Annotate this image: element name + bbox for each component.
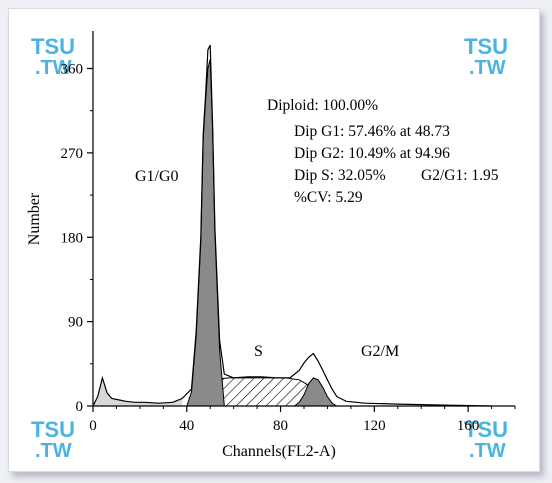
axes: 0 40 80 120 160 0 90 180 270 360 [61, 31, 516, 434]
chart-frame: TSU .TW TSU .TW TSU .TW TSU .TW 0 40 80 120… [8, 8, 540, 472]
watermark-top-left: TSU .TW [31, 34, 75, 79]
annotation-dip-s: Dip S: 32.05% [294, 167, 386, 184]
watermark-line2: .TW [469, 440, 506, 462]
phase-label-s: S [254, 343, 263, 360]
watermark-line1: TSU [464, 34, 508, 59]
watermark-line2: .TW [469, 57, 506, 79]
x-tick-label: 80 [273, 418, 288, 434]
x-tick-label: 0 [89, 418, 97, 434]
annotation-cv: %CV: 5.29 [294, 189, 363, 206]
annotation-g2-g1-ratio: G2/G1: 1.95 [421, 167, 499, 184]
watermark-top-right: TSU .TW [464, 34, 508, 79]
x-axis-title: Channels(FL2-A) [222, 443, 336, 460]
watermark-line1: TSU [464, 417, 508, 442]
phase-label-g1: G1/G0 [135, 168, 179, 185]
annotation-diploid: Diploid: 100.00% [267, 97, 378, 114]
x-tick-label: 40 [179, 418, 194, 434]
y-tick-label: 360 [61, 62, 84, 78]
x-tick-label: 120 [363, 418, 386, 434]
y-tick-label: 90 [68, 315, 83, 331]
annotation-dip-g2: Dip G2: 10.49% at 94.96 [294, 145, 450, 162]
watermark-line2: .TW [35, 440, 72, 462]
plot-area [92, 44, 492, 407]
y-tick-label: 180 [61, 230, 84, 246]
phase-label-g2m: G2/M [361, 343, 399, 360]
watermark-line1: TSU [31, 34, 75, 59]
watermark-bottom-left: TSU .TW [31, 417, 75, 462]
histogram-line [92, 44, 492, 407]
flow-cytometry-histogram: TSU .TW TSU .TW TSU .TW TSU .TW 0 40 80 120… [26, 31, 516, 462]
y-tick-label: 0 [76, 399, 84, 415]
watermark-bottom-right: TSU .TW [464, 417, 508, 462]
annotation-dip-g1: Dip G1: 57.46% at 48.73 [294, 123, 450, 140]
watermark-line1: TSU [31, 417, 75, 442]
g1-peak-area [186, 58, 225, 407]
y-axis-title: Number [26, 192, 43, 245]
y-tick-label: 270 [61, 146, 84, 162]
watermark-line2: .TW [35, 57, 72, 79]
x-tick-label: 160 [457, 418, 480, 434]
